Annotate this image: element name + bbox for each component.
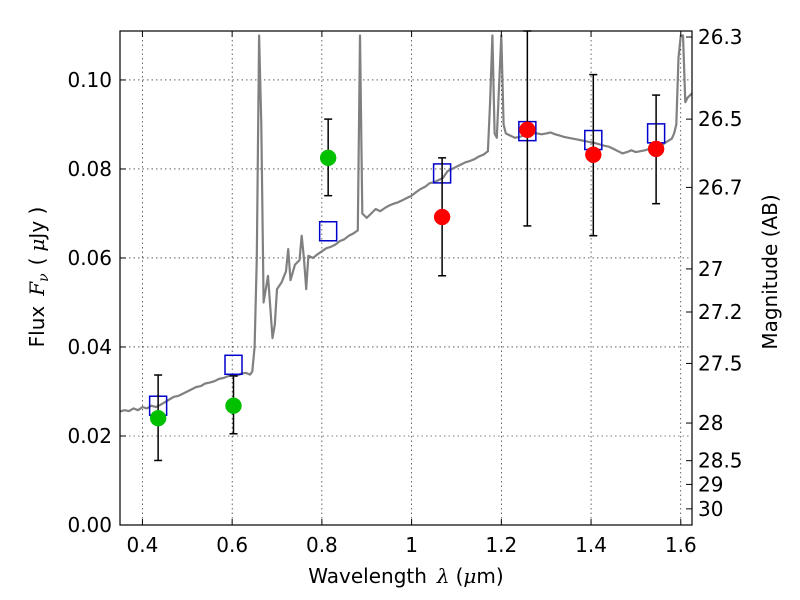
y-axis-title-unit-open: ( <box>25 258 49 266</box>
y2-tick-label: 27.5 <box>698 351 743 375</box>
x-axis: 0.4 0.6 0.8 1 1.2 1.4 1.6 <box>127 31 697 557</box>
y-tick-label: 0.08 <box>67 157 112 181</box>
x-tick-label: 1 <box>405 533 418 557</box>
y2-tick-label: 28 <box>698 411 723 435</box>
y2-tick-label: 27.2 <box>698 300 743 324</box>
x-axis-title-unit: m) <box>476 564 503 588</box>
y-tick-label: 0.00 <box>67 513 112 537</box>
red-data-point <box>647 140 665 158</box>
x-axis-title-prefix: Wavelength <box>308 564 427 588</box>
x-tick-label: 0.4 <box>127 533 159 557</box>
y-axis-title-prefix: Flux <box>25 306 49 348</box>
x-tick-label: 1.6 <box>665 533 697 557</box>
x-tick-label: 0.6 <box>216 533 248 557</box>
x-tick-label: 1.2 <box>485 533 517 557</box>
y-axis-title-symbol: F <box>25 281 49 297</box>
model-point <box>224 354 243 376</box>
red-data-point <box>585 146 602 163</box>
x-axis-title-symbol: λ <box>436 564 450 588</box>
y2-tick-label: 29 <box>698 472 723 496</box>
y-axis-title-subscript: ν <box>36 273 52 282</box>
y2-axis-title: Magnitude (AB) <box>758 194 782 349</box>
y2-tick-label: 30 <box>698 497 723 521</box>
y2-tick-label: 27 <box>698 257 723 281</box>
plot-frame <box>119 30 693 526</box>
x-tick-label: 0.8 <box>306 533 338 557</box>
y2-tick-label: 26.7 <box>698 175 743 199</box>
y-tick-label: 0.10 <box>67 68 112 92</box>
x-tick-label: 1.4 <box>575 533 607 557</box>
y2-tick-label: 28.5 <box>698 449 743 473</box>
x-axis-title-unit-open: ( <box>456 564 464 588</box>
y-axis-title-unit-symbol: μ <box>25 239 49 252</box>
y2-tick-label: 26.5 <box>698 107 743 131</box>
spectrum-layer <box>120 34 692 413</box>
green-data-point <box>319 149 337 167</box>
y-axis-title-unit: Jy ) <box>25 207 49 241</box>
y-tick-label: 0.04 <box>67 335 112 359</box>
green-data-point <box>149 409 167 427</box>
observed-points-layer <box>149 121 665 427</box>
y-tick-label: 0.02 <box>67 424 112 448</box>
green-data-point <box>225 397 242 414</box>
red-data-point <box>433 208 451 226</box>
y-axis: 0.00 0.02 0.04 0.06 0.08 0.10 <box>67 68 126 537</box>
x-axis-title: Wavelength λ (μm) <box>308 564 503 588</box>
spectrum-line <box>120 34 692 413</box>
x-axis-title-unit-symbol: μ <box>463 564 476 588</box>
y-tick-label: 0.06 <box>67 246 112 270</box>
model-point <box>318 221 338 242</box>
y-axis-title: Flux Fν ( μJy ) <box>25 207 52 348</box>
y2-tick-label: 26.3 <box>698 25 743 49</box>
red-data-point <box>519 121 536 139</box>
